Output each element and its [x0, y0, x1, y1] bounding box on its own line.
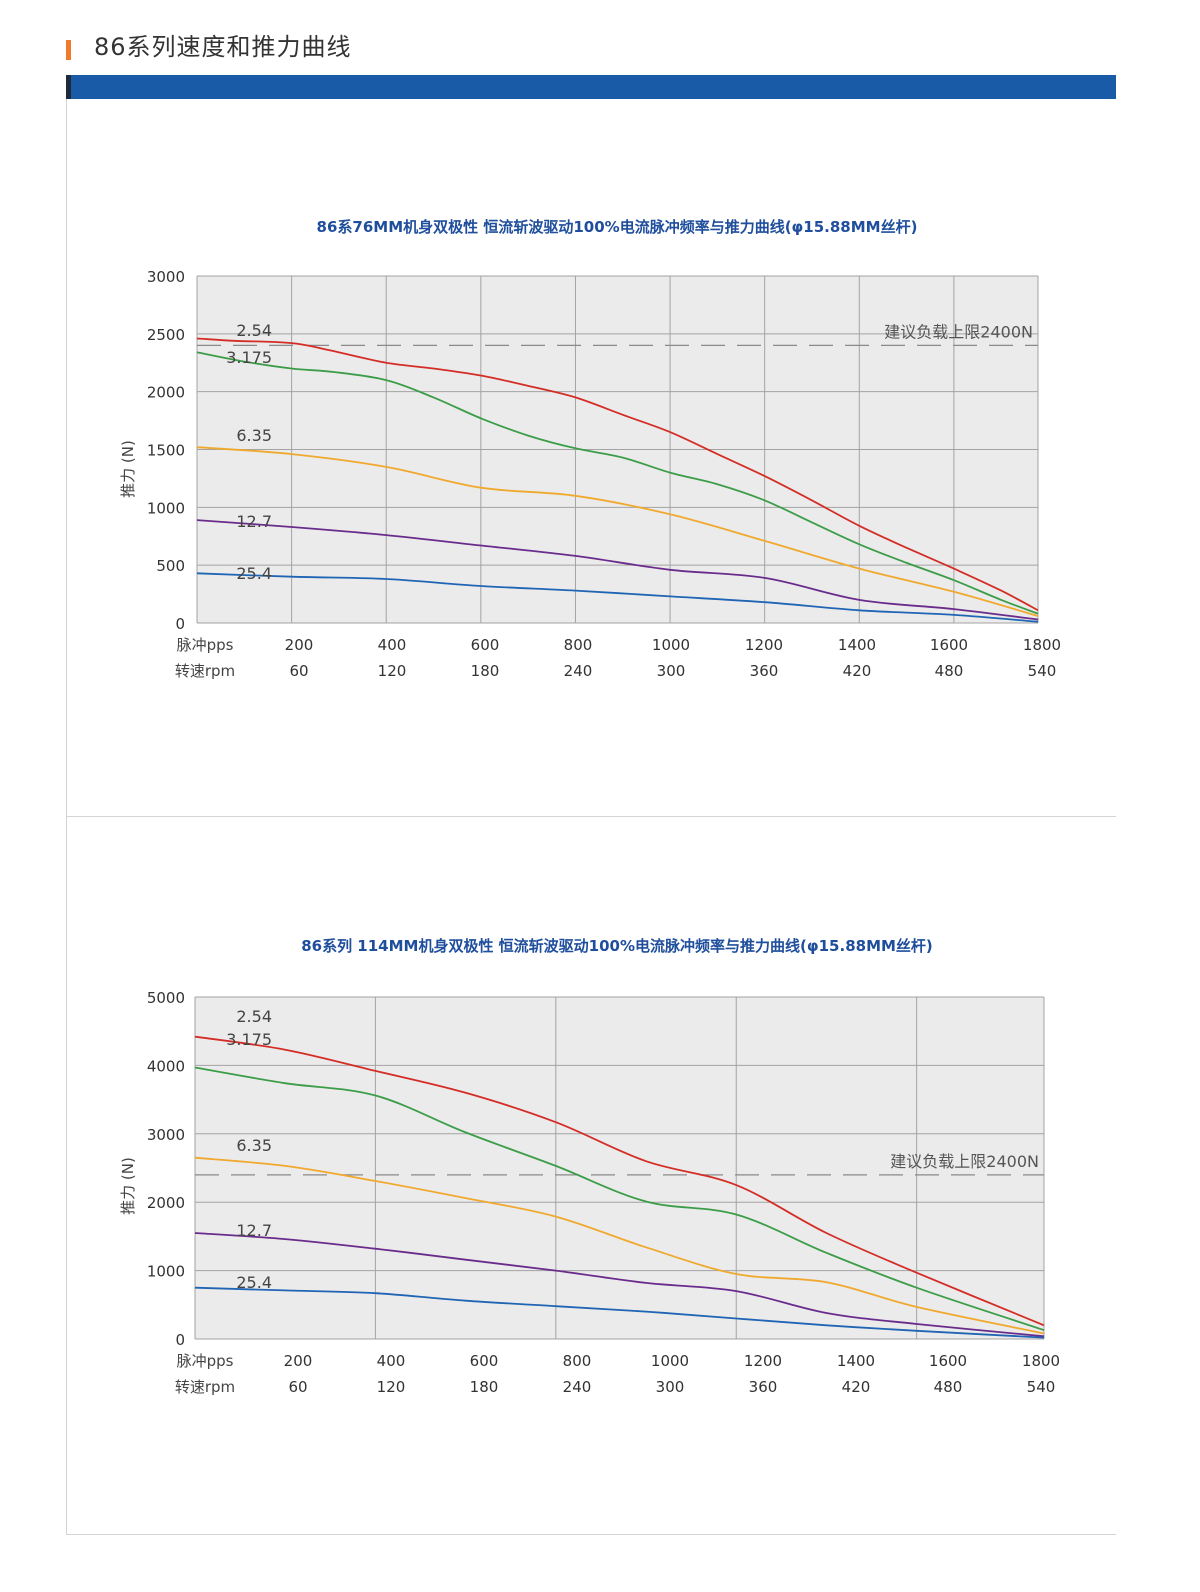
x-tick-label-rpm: 540	[1027, 1378, 1056, 1396]
x-row-label-rpm: 转速rpm	[175, 1378, 235, 1396]
x-tick-label-rpm: 180	[470, 1378, 499, 1396]
x-tick-label-pps: 1400	[837, 1352, 875, 1370]
y-tick-label: 0	[175, 615, 185, 633]
y-tick-label: 5000	[147, 989, 185, 1007]
x-tick-label-pps: 800	[564, 636, 593, 654]
x-tick-label-pps: 600	[470, 1352, 499, 1370]
x-tick-label-rpm: 240	[563, 1378, 592, 1396]
section-title: 86系列速度和推力曲线	[94, 33, 352, 61]
x-tick-label-rpm: 60	[288, 1378, 307, 1396]
chart-panel-76mm: 86系76MM机身双极性 恒流斩波驱动100%电流脉冲频率与推力曲线(φ15.8…	[66, 99, 1116, 817]
x-tick-label-rpm: 240	[564, 662, 593, 680]
chart-title: 86系76MM机身双极性 恒流斩波驱动100%电流脉冲频率与推力曲线(φ15.8…	[317, 218, 918, 236]
y-tick-label: 0	[175, 1331, 185, 1349]
y-tick-label: 3000	[147, 1126, 185, 1144]
series-line-12-7	[194, 1232, 1045, 1338]
series-line-25-4	[196, 572, 1039, 623]
x-tick-label-rpm: 420	[842, 1378, 871, 1396]
y-tick-label: 2000	[147, 384, 185, 402]
x-tick-label-pps: 400	[378, 636, 407, 654]
x-tick-label-pps: 400	[377, 1352, 406, 1370]
x-row-label-rpm: 转速rpm	[175, 662, 235, 680]
x-tick-label-rpm: 180	[471, 662, 500, 680]
series-label-3-175: 3.175	[226, 1030, 272, 1049]
series-label-25-4: 25.4	[236, 1273, 272, 1292]
x-tick-label-pps: 800	[563, 1352, 592, 1370]
x-tick-label-pps: 1800	[1022, 1352, 1060, 1370]
series-line-2-54	[194, 1035, 1045, 1327]
x-tick-label-pps: 200	[284, 1352, 313, 1370]
series-line-12-7	[196, 519, 1039, 621]
x-tick-label-rpm: 480	[935, 662, 964, 680]
x-tick-label-pps: 1200	[744, 1352, 782, 1370]
series-label-2-54: 2.54	[236, 321, 272, 340]
x-tick-label-rpm: 300	[657, 662, 686, 680]
section-marker	[66, 40, 71, 60]
x-tick-label-pps: 1000	[651, 1352, 689, 1370]
x-tick-label-pps: 1000	[652, 636, 690, 654]
x-tick-label-rpm: 360	[750, 662, 779, 680]
y-tick-label: 2500	[147, 326, 185, 344]
series-line-3-175	[194, 1066, 1045, 1331]
x-tick-label-rpm: 540	[1028, 662, 1057, 680]
x-tick-label-rpm: 360	[749, 1378, 778, 1396]
x-tick-label-rpm: 300	[656, 1378, 685, 1396]
series-line-2-54	[196, 337, 1039, 612]
x-tick-label-pps: 600	[471, 636, 500, 654]
series-label-3-175: 3.175	[226, 348, 272, 367]
y-tick-label: 3000	[147, 268, 185, 286]
reference-line-label: 建议负载上限2400N	[890, 1152, 1039, 1171]
y-tick-label: 1000	[147, 499, 185, 517]
chart-114mm: 86系列 114MM机身双极性 恒流斩波驱动100%电流脉冲频率与推力曲线(φ1…	[119, 937, 1060, 1396]
x-tick-label-rpm: 60	[289, 662, 308, 680]
series-line-3-175	[196, 351, 1039, 615]
series-line-6-35	[194, 1156, 1045, 1335]
y-axis-label: 推力 (N)	[119, 1157, 137, 1215]
series-label-12-7: 12.7	[236, 1221, 272, 1240]
series-label-6-35: 6.35	[236, 1136, 272, 1155]
x-tick-label-pps: 1600	[930, 636, 968, 654]
x-tick-label-pps: 1600	[929, 1352, 967, 1370]
series-label-12-7: 12.7	[236, 512, 272, 531]
series-label-25-4: 25.4	[236, 564, 272, 583]
y-tick-label: 1500	[147, 442, 185, 460]
y-tick-label: 1000	[147, 1263, 185, 1281]
y-tick-label: 2000	[147, 1194, 185, 1212]
series-line-6-35	[196, 446, 1039, 617]
y-tick-label: 500	[156, 557, 185, 575]
x-row-label-pps: 脉冲pps	[177, 1352, 234, 1370]
x-tick-label-rpm: 120	[378, 662, 407, 680]
x-tick-label-pps: 200	[285, 636, 314, 654]
chart-panel-114mm: 86系列 114MM机身双极性 恒流斩波驱动100%电流脉冲频率与推力曲线(φ1…	[66, 817, 1116, 1535]
x-tick-label-rpm: 480	[934, 1378, 963, 1396]
series-label-6-35: 6.35	[236, 426, 272, 445]
x-tick-label-rpm: 120	[377, 1378, 406, 1396]
x-tick-label-pps: 1200	[745, 636, 783, 654]
y-axis-label: 推力 (N)	[119, 440, 137, 498]
x-row-label-pps: 脉冲pps	[177, 636, 234, 654]
series-label-2-54: 2.54	[236, 1007, 272, 1026]
x-tick-label-pps: 1800	[1023, 636, 1061, 654]
series-line-25-4	[194, 1286, 1045, 1339]
y-tick-label: 4000	[147, 1057, 185, 1075]
chart-title: 86系列 114MM机身双极性 恒流斩波驱动100%电流脉冲频率与推力曲线(φ1…	[301, 937, 933, 955]
header-bar-tab	[66, 75, 71, 99]
x-tick-label-rpm: 420	[843, 662, 872, 680]
chart-76mm: 86系76MM机身双极性 恒流斩波驱动100%电流脉冲频率与推力曲线(φ15.8…	[119, 218, 1061, 680]
x-tick-label-pps: 1400	[838, 636, 876, 654]
reference-line-label: 建议负载上限2400N	[884, 322, 1033, 341]
header-bar	[66, 75, 1116, 99]
